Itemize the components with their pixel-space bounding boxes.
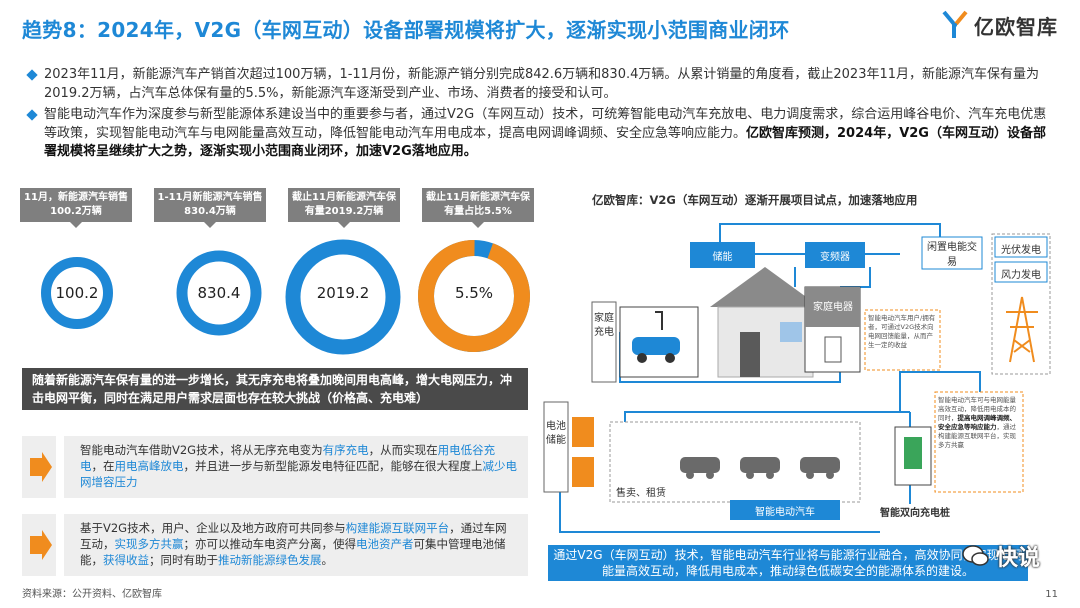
ring-share-graphic [418, 240, 530, 352]
info-text: 智能电动汽车借助V2G技术，将从无序充电变为 [80, 443, 323, 457]
ring-ownership: 2019.2 [284, 238, 402, 360]
v2g-diagram: 储能 变频器 闲置电能交易 光伏发电 风力发电 家庭充电 家庭电器 电池储能 售… [540, 212, 1060, 546]
bidirectional-pile-label: 智能双向充电桩 [880, 508, 950, 519]
info-highlight: 实现多方共赢 [114, 537, 184, 551]
logo: 亿欧智库 [942, 10, 1058, 40]
ring-ownership-graphic [285, 239, 401, 355]
battery-icon [572, 417, 594, 447]
stat-label-nov-sales: 11月，新能源汽车销售100.2万辆 [20, 188, 132, 228]
ring-track [41, 257, 113, 329]
sell-rent-label: 售卖、租赁 [616, 488, 666, 499]
info-box-win-win: 基于V2G技术，用户、企业以及地方政府可共同参与构建能源互联网平台，通过车网互动… [64, 514, 528, 576]
intro-bullets: 2023年11月，新能源汽车产销首次超过100万辆，1-11月份，新能源产销分别… [26, 66, 1056, 165]
stat-labels: 11月，新能源汽车销售100.2万辆 1-11月新能源汽车销售830.4万辆 截… [16, 188, 536, 228]
ring-ytd-sales-graphic [176, 250, 262, 336]
ring-share: 5.5% [416, 238, 532, 358]
info-text: ，从而实现在 [368, 443, 438, 457]
arrow-right-icon [22, 514, 56, 576]
smart-ev-label: 智能电动汽车 [755, 507, 815, 518]
info-highlight: 用电高峰放电 [114, 459, 184, 473]
challenge-banner: 随着新能源汽车保有量的进一步增长，其无序充电将叠加晚间用电高峰，增大电网压力，冲… [22, 368, 528, 410]
bullet-v2g-forecast: 亿欧智库预测，2024年，V2G（车网互动）设备部署规模将呈继续扩大之势，逐渐实… [44, 125, 1046, 160]
info-row-win-win: 基于V2G技术，用户、企业以及地方政府可共同参与构建能源互联网平台，通过车网互动… [22, 514, 528, 576]
watermark: 快说 [962, 540, 1040, 572]
info-highlight: 获得收益 [103, 553, 149, 567]
info-text: ；同时有助于 [149, 553, 218, 567]
home-appliances-label: 家庭电器 [813, 302, 853, 313]
note-grid-prefix: 智能电动汽车可与电网能量高效互动，降低用电成本的同时， [938, 396, 1016, 422]
inverter-label: 变频器 [820, 252, 850, 263]
info-highlight: 电池资产者 [356, 537, 414, 551]
ring-arc [418, 240, 530, 352]
arrow-right-icon [22, 436, 56, 498]
battery-storage-label: 电池储能 [546, 421, 566, 446]
home-charging-label: 家庭充电 [594, 313, 614, 338]
note-user: 智能电动汽车用户/拥有者，可通过V2G技术向电网回馈能量，从而产生一定的收益 [868, 314, 936, 349]
idle-power-label: 闲置电能交易 [927, 242, 977, 268]
bullet-v2g-text: 智能电动汽车作为深度参与新型能源体系建设当中的重要参与者，通过V2G（车网互动）… [44, 107, 1047, 141]
yiou-logo-icon [942, 10, 968, 40]
info-text: ，通过车网互动， [80, 521, 507, 551]
page-title: 趋势8：2024年，V2G（车网互动）设备部署规模将扩大，逐渐实现小范围商业闭环 [22, 18, 790, 42]
bullet-sales-text: 2023年11月，新能源汽车产销首次超过100万辆，1-11月份，新能源产销分别… [44, 67, 1040, 101]
stat-label-ownership: 截止11月新能源汽车保有量2019.2万辆 [288, 188, 400, 228]
storage-label: 储能 [712, 252, 733, 263]
ring-track [176, 250, 262, 336]
bullet-sales: 2023年11月，新能源汽车产销首次超过100万辆，1-11月份，新能源产销分别… [26, 66, 1056, 103]
ring-ytd-sales: 830.4 [176, 238, 262, 352]
info-highlight: 用电低谷充电 [80, 443, 496, 473]
info-text: ，并且进一步与新型能源发电特征匹配，能够在很大程度上 [183, 459, 483, 473]
battery-icon [572, 457, 594, 487]
note-grid-bold: 提高电网调峰调频、安全应急等响应能力 [938, 414, 1016, 431]
ring-ownership-value: 2019.2 [316, 284, 370, 302]
info-text: 可集中管理电池储能， [80, 537, 506, 567]
stat-label-text: 截止11月新能源汽车保有量2019.2万辆 [292, 192, 396, 217]
stat-label-text: 11月，新能源汽车销售100.2万辆 [24, 192, 128, 217]
wechat-icon [962, 545, 989, 566]
ring-track [285, 239, 401, 355]
info-row-orderly-charging: 智能电动汽车借助V2G技术，将从无序充电变为有序充电，从而实现在用电低谷充电，在… [22, 436, 528, 498]
inverter-node [805, 242, 865, 268]
power-tower-icon [1006, 296, 1038, 363]
stat-label-share: 截止11月新能源汽车保有量占比5.5% [422, 188, 534, 228]
conclusion-banner: 通过V2G（车网互动）技术，智能电动汽车行业将与能源行业融合，高效协同，实现电网… [548, 545, 1028, 581]
storage-node [690, 242, 755, 268]
solar-label: 光伏发电 [1001, 245, 1041, 256]
info-text: ，在 [91, 459, 115, 473]
note-grid-suffix: ，通过构建能源互联网平台，实现多方共赢 [938, 423, 1016, 449]
watermark-text: 快说 [995, 546, 1040, 571]
house-icon [710, 267, 820, 378]
info-text: 基于V2G技术，用户、企业以及地方政府可共同参与 [80, 521, 346, 535]
charging-pile-icon [894, 426, 932, 486]
info-highlight: 构建能源互联网平台 [345, 521, 450, 535]
source-note: 资料来源：公开资料、亿欧智库 [22, 589, 162, 600]
bullet-v2g: 智能电动汽车作为深度参与新型能源体系建设当中的重要参与者，通过V2G（车网互动）… [26, 106, 1056, 162]
ring-nov-sales: 100.2 [40, 238, 114, 352]
diagram-title: 亿欧智库：V2G（车网互动）逐渐开展项目试点，加速落地应用 [592, 193, 918, 207]
info-highlight: 推动新能源绿色发展 [218, 553, 322, 567]
info-text: ；亦可以推动车电资产分离，使得 [183, 537, 357, 551]
page-number: 11 [1045, 589, 1058, 600]
info-box-orderly-charging: 智能电动汽车借助V2G技术，将从无序充电变为有序充电，从而实现在用电低谷充电，在… [64, 436, 528, 498]
ring-ytd-sales-value: 830.4 [197, 284, 241, 302]
info-highlight: 减少电网增容压力 [80, 459, 517, 489]
wind-label: 风力发电 [1001, 270, 1041, 281]
stat-label-ytd-sales: 1-11月新能源汽车销售830.4万辆 [154, 188, 266, 228]
v2g-diagram-graphic [543, 223, 1051, 534]
stat-label-text: 截止11月新能源汽车保有量占比5.5% [426, 192, 530, 217]
smart-ev-node [730, 500, 840, 520]
logo-text: 亿欧智库 [974, 14, 1058, 39]
info-text: 。 [321, 553, 334, 567]
ring-nov-sales-value: 100.2 [55, 284, 99, 302]
info-highlight: 有序充电 [322, 443, 369, 457]
ring-nov-sales-graphic [41, 257, 113, 329]
smart-ev-icons [680, 457, 840, 479]
ring-share-value: 5.5% [454, 284, 494, 302]
stat-label-text: 1-11月新能源汽车销售830.4万辆 [157, 192, 263, 217]
note-grid: 智能电动汽车可与电网能量高效互动，降低用电成本的同时，提高电网调峰调频、安全应急… [938, 396, 1020, 450]
